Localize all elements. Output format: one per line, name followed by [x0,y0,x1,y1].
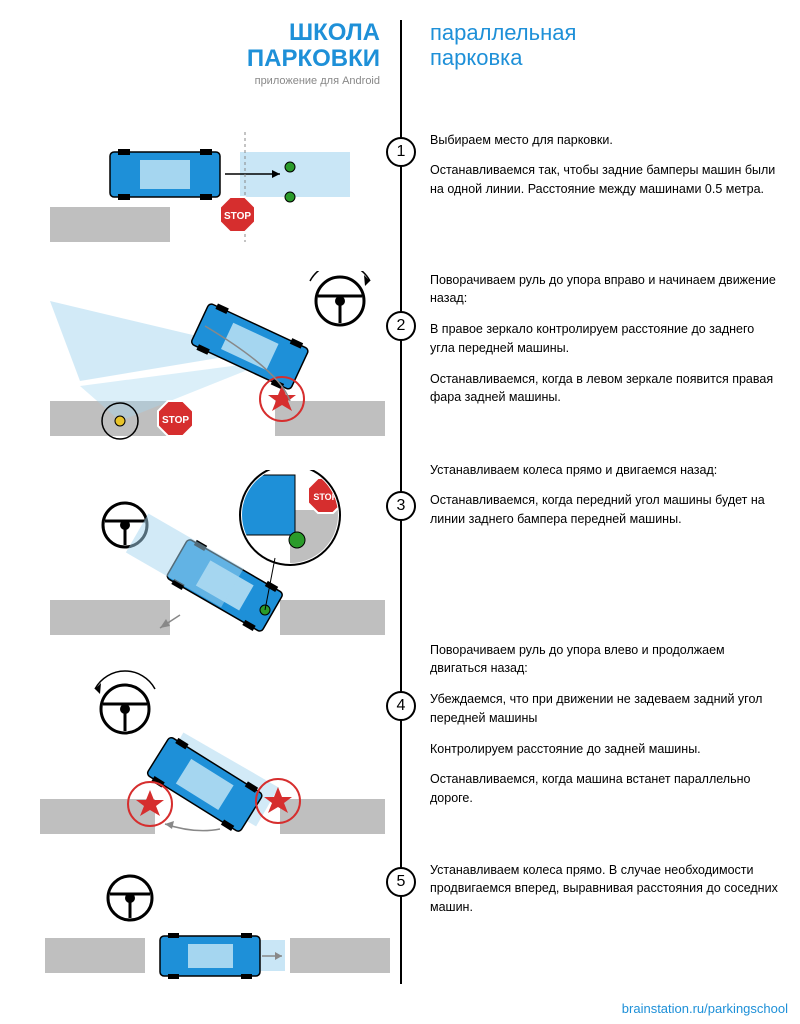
car-icon [110,149,220,200]
step-paragraph: Устанавливаем колеса прямо. В случае нео… [430,861,780,917]
title-line1: ШКОЛА [289,19,380,46]
step-paragraph: Останавливаемся так, чтобы задние бампер… [430,161,780,199]
step-text: Устанавливаем колеса прямо и двигаемся н… [430,461,780,611]
right-title-line2: парковка [430,45,523,70]
step-number: 1 [386,137,416,167]
step-number: 4 [386,691,416,721]
app-title: ШКОЛА ПАРКОВКИ [20,20,390,73]
diagram-step-5 [20,868,390,988]
step-1: 1Выбираем место для парковки.Останавлива… [430,131,780,241]
diagrams-container: STOP [20,127,390,988]
step-text: Поворачиваем руль до упора влево и продо… [430,641,780,831]
step-2: 2Поворачиваем руль до упора вправо и нач… [430,271,780,431]
step-text: Устанавливаем колеса прямо. В случае нео… [430,861,780,961]
right-column: параллельная парковка 1Выбираем место дл… [400,0,800,1024]
zoom-detail-icon: STOP [240,470,350,565]
steering-wheel-icon [310,271,370,325]
step-number: 3 [386,491,416,521]
stop-sign-icon: STOP [220,197,255,232]
step-number: 2 [386,311,416,341]
step-text: Выбираем место для парковки. Останавливае… [430,131,780,241]
step-text: Поворачиваем руль до упора вправо и начи… [430,271,780,431]
left-column: ШКОЛА ПАРКОВКИ приложение для Android [0,0,400,1024]
svg-text:STOP: STOP [162,415,189,426]
step-paragraph: В правое зеркало контролируем расстояние… [430,320,780,358]
diagram-step-3: STOP [20,470,390,645]
diagram-step-4 [20,669,390,844]
app-subtitle: приложение для Android [20,75,390,87]
step-number: 5 [386,867,416,897]
diagram-step-2: STOP [20,271,390,446]
step-4: 4Поворачиваем руль до упора влево и прод… [430,641,780,831]
stop-sign-icon: STOP [158,401,193,436]
step-paragraph: Поворачиваем руль до упора вправо и начи… [430,271,780,309]
diagram-step-1: STOP [20,127,390,247]
right-title-line1: параллельная [430,20,576,45]
steering-wheel-icon [95,671,155,733]
step-paragraph: Убеждаемся, что при движении не задеваем… [430,690,780,728]
footer-link[interactable]: brainstation.ru/parkingschool [622,1001,788,1016]
steps-list: 1Выбираем место для парковки.Останавлива… [430,131,780,961]
step-paragraph: Поворачиваем руль до упора влево и продо… [430,641,780,679]
step-3: 3Устанавливаем колеса прямо и двигаемся … [430,461,780,611]
step-paragraph: Останавливаемся, когда машина встанет па… [430,770,780,808]
step-paragraph: Контролируем расстояние до задней машины… [430,740,780,759]
step-5: 5Устанавливаем колеса прямо. В случае не… [430,861,780,961]
step-paragraph: Останавливаемся, когда в левом зеркале п… [430,370,780,408]
step-paragraph: Выбираем место для парковки. [430,131,780,150]
page-title: параллельная парковка [430,20,780,71]
steering-wheel-icon [108,876,152,920]
svg-text:STOP: STOP [224,211,251,222]
step-paragraph: Устанавливаем колеса прямо и двигаемся н… [430,461,780,480]
title-line2: ПАРКОВКИ [247,45,380,72]
step-paragraph: Останавливаемся, когда передний угол маш… [430,491,780,529]
